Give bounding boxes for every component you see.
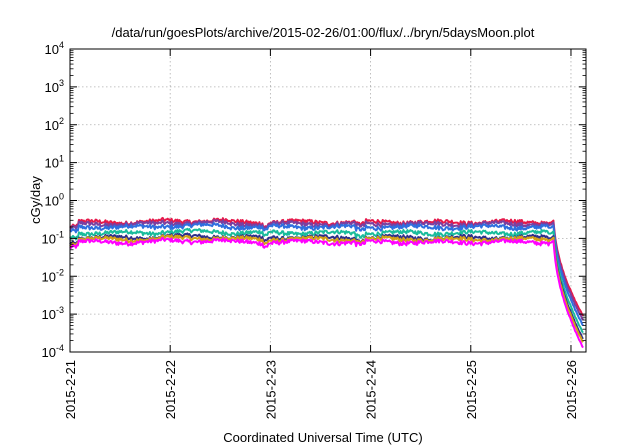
series-group [69,216,584,349]
y-tick-exponent: -3 [56,305,64,315]
y-tick-base: 10 [45,42,59,57]
y-tick-exponent: 2 [59,116,64,126]
y-tick-exponent: -2 [56,267,64,277]
y-tick-label: 10-4 [42,343,64,360]
y-tick-base: 10 [45,118,59,133]
y-tick-label: 100 [45,192,64,209]
x-tick-label: 2015-2-25 [464,360,479,419]
y-tick-label: 10-3 [42,305,64,322]
y-tick-exponent: -1 [56,229,64,239]
y-tick-exponent: 1 [59,154,64,164]
y-tick-exponent: -4 [56,343,64,353]
x-axis-label: Coordinated Universal Time (UTC) [223,430,422,445]
y-axis-label: cGy/day [28,176,43,224]
y-tick-exponent: 3 [59,78,64,88]
x-tick-label: 2015-2-23 [263,360,278,419]
y-tick-base: 10 [45,80,59,95]
x-axis-ticks: 2015-2-21 2015-2-22 2015-2-23 2015-2-24 2015… [63,49,579,419]
series-line-7 [69,236,584,349]
y-tick-label: 10-2 [42,267,64,284]
x-tick-label: 2015-2-24 [364,360,379,419]
y-tick-exponent: 4 [59,40,64,50]
y-tick-label: 102 [45,116,64,133]
y-tick-base: 10 [45,194,59,209]
y-tick-base: 10 [42,345,56,360]
series-line-3 [69,222,584,326]
chart-title: /data/run/goesPlots/archive/2015-02-26/0… [112,25,535,40]
x-tick-label: 2015-2-22 [163,360,178,419]
series-line-2 [69,218,584,321]
y-tick-label: 101 [45,154,64,171]
x-tick-label: 2015-2-26 [564,360,579,419]
y-tick-base: 10 [42,307,56,322]
series-line-4 [69,227,584,334]
y-tick-label: 104 [45,40,64,57]
y-tick-label: 103 [45,78,64,95]
y-tick-label: 10-1 [42,229,64,246]
y-tick-base: 10 [45,156,59,171]
series-line-6 [69,234,584,343]
y-tick-base: 10 [42,231,56,246]
y-tick-exponent: 0 [59,192,64,202]
x-tick-label: 2015-2-21 [63,360,78,419]
y-tick-base: 10 [42,269,56,284]
